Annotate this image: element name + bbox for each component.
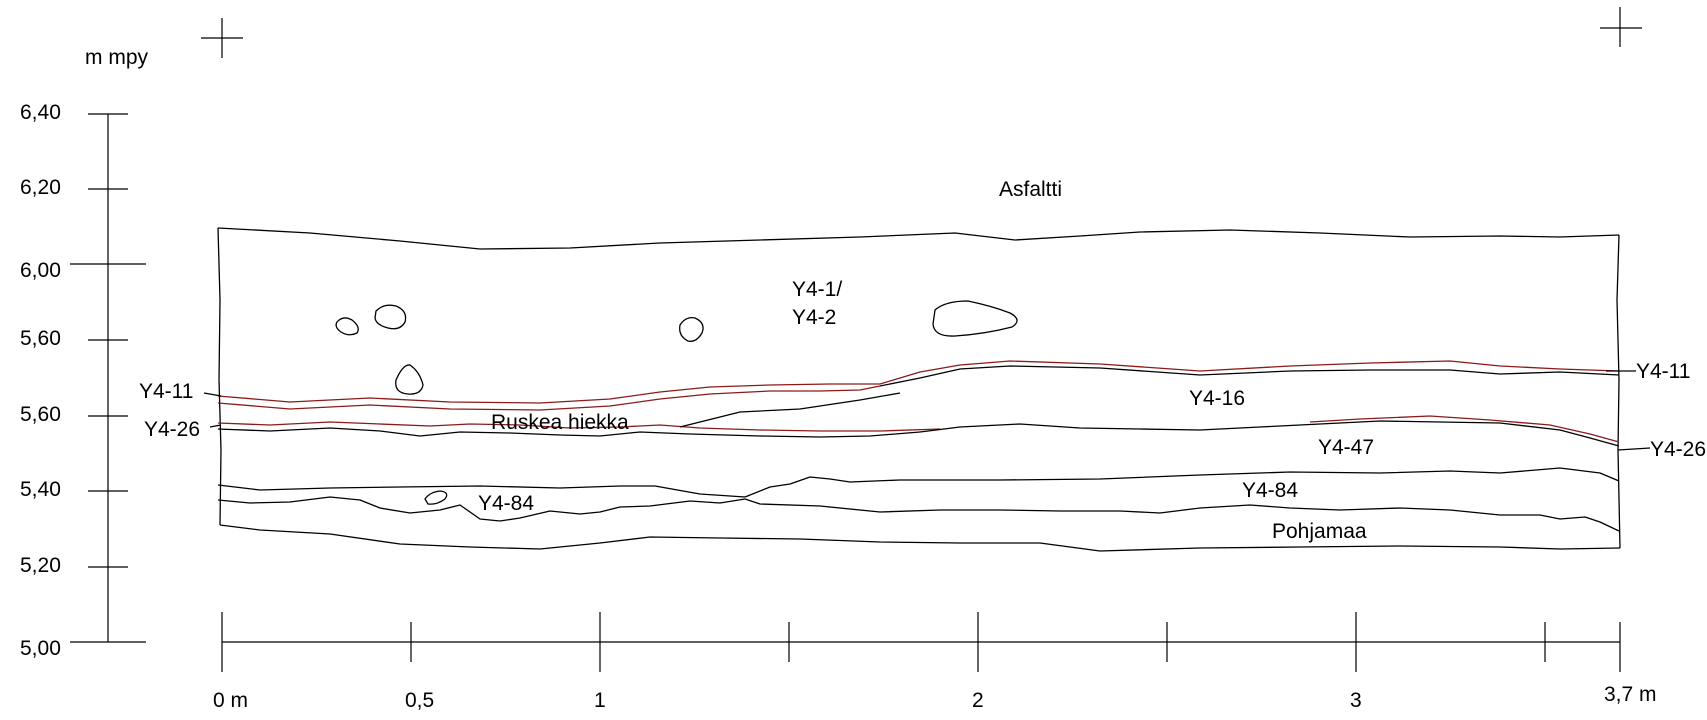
stone: [932, 300, 1018, 337]
label-y4-2: Y4-2: [792, 306, 836, 329]
label-y4-84-right: Y4-84: [1242, 479, 1298, 502]
boundary-y4-11-lower: [217, 385, 881, 411]
h-tick-label: 3: [1350, 689, 1362, 712]
boundary-y4-16: [679, 392, 901, 428]
label-y4-16: Y4-16: [1189, 387, 1245, 410]
registration-cross-left: [201, 18, 243, 58]
v-tick-label: 5,60: [20, 327, 61, 350]
label-y4-84-left: Y4-84: [478, 492, 534, 515]
label-pohjamaa: Pohjamaa: [1272, 520, 1367, 543]
surface-line: [217, 227, 1620, 250]
stone: [395, 364, 424, 395]
v-tick-label: 6,00: [20, 259, 61, 282]
boundary-y4-26-upper: [217, 421, 941, 432]
h-tick-label: 3,7 m: [1604, 683, 1657, 706]
vertical-axis-unit: m mpy: [85, 46, 149, 69]
boundary-y4-84-upper-right: [744, 467, 1620, 498]
label-asfaltti: Asfaltti: [999, 178, 1062, 201]
label-y4-26-right: Y4-26: [1650, 438, 1706, 461]
label-y4-11-left: Y4-11: [139, 380, 193, 403]
section-right-edge: [1616, 234, 1621, 549]
stone: [424, 490, 448, 505]
label-y4-26-left: Y4-26: [144, 418, 200, 441]
registration-cross-right: [1600, 7, 1642, 47]
stone: [679, 317, 704, 342]
boundary-y4-26-lower: [217, 427, 921, 438]
label-y4-11-right: Y4-11: [1636, 360, 1690, 383]
v-tick-label: 5,60: [20, 403, 61, 426]
v-tick-label: 5,00: [20, 637, 61, 660]
stone: [335, 317, 359, 336]
label-y4-1: Y4-1/: [792, 278, 842, 301]
boundary-y4-11-lower-right: [879, 365, 1620, 387]
bottom-line: [219, 524, 1621, 552]
label-y4-47: Y4-47: [1318, 436, 1374, 459]
stone: [374, 304, 407, 330]
boundary-y4-84-upper: [217, 484, 746, 498]
label-ruskea-hiekka: Ruskea hiekka: [491, 411, 629, 434]
horizontal-axis: [221, 612, 1621, 672]
h-tick-label: 1: [594, 689, 606, 712]
boundary-y4-26-right: [919, 420, 1620, 447]
boundary-y4-26-right-red: [1309, 415, 1620, 443]
v-tick-label: 6,20: [20, 176, 61, 199]
v-tick-label: 6,40: [20, 101, 61, 124]
v-tick-label: 5,40: [20, 478, 61, 501]
v-tick-label: 5,20: [20, 554, 61, 577]
h-tick-label: 0,5: [405, 689, 434, 712]
section-left-edge: [217, 227, 222, 526]
boundary-y4-11-upper: [217, 360, 1620, 404]
label-leaders: [203, 370, 1651, 451]
boundary-y4-84-lower: [217, 496, 1620, 532]
h-tick-label: 2: [972, 689, 984, 712]
h-tick-label: 0 m: [213, 689, 248, 712]
vertical-axis: [70, 113, 146, 643]
